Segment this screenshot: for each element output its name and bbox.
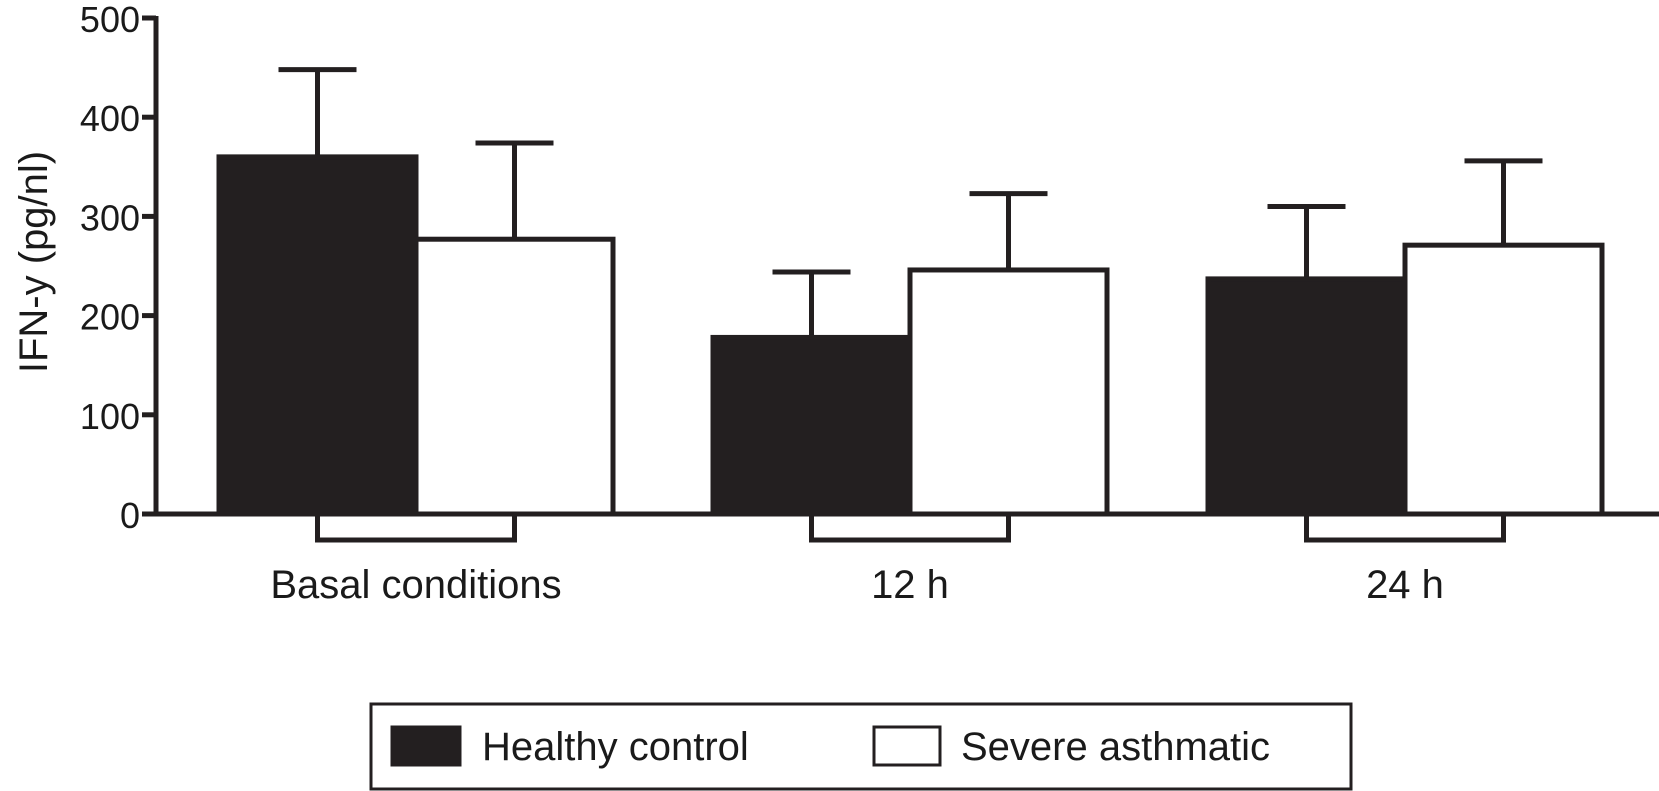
y-tick-label: 100 [80,396,140,437]
y-axis-label: IFN-y (pg/nl) [12,151,56,373]
legend-label-healthy-control: Healthy control [482,725,749,769]
labels: IFN-y (pg/nl) Basal conditions 12 h 24 h [12,151,1444,607]
legend-label-severe-asthmatic: Severe asthmatic [961,725,1270,769]
pairing-bracket [1304,514,1506,543]
y-tick-label: 300 [80,197,140,238]
bar-healthy-control [216,154,419,517]
bar-healthy-control [710,334,913,517]
y-tick-label: 0 [120,495,140,536]
legend-swatch-severe-asthmatic [872,725,942,767]
y-tick-label: 500 [80,0,140,40]
y-tick-label: 200 [80,297,140,338]
pairing-bracket [809,514,1011,543]
x-category-label: Basal conditions [270,563,561,607]
bars [216,67,1605,543]
x-category-label: 24 h [1366,563,1444,607]
bar-healthy-control [1205,276,1408,517]
bar-severe-asthmatic [413,236,616,517]
x-category-label: 12 h [871,563,949,607]
bar-severe-asthmatic [1402,242,1605,517]
pairing-bracket [315,514,517,543]
legend-frame [369,702,1353,791]
legend: Healthy control Severe asthmatic [369,702,1353,791]
bar-severe-asthmatic [907,267,1110,517]
legend-swatch-healthy-control [390,725,462,767]
y-tick-label: 400 [80,98,140,139]
